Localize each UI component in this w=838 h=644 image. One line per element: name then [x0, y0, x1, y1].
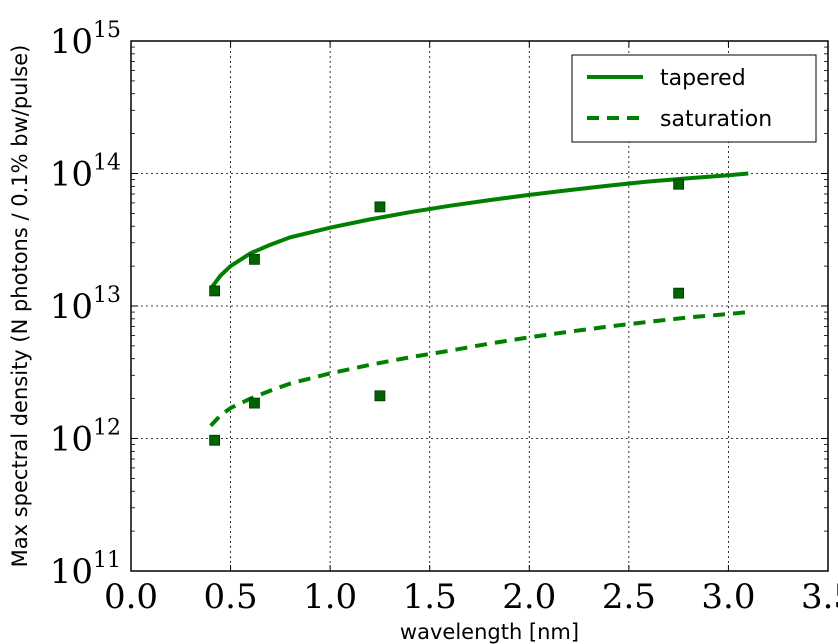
x-tick-label: 1.0	[303, 577, 357, 617]
data-point-marker	[209, 434, 221, 446]
y-tick-label: 1014	[50, 151, 121, 195]
x-tick-label: 1.5	[403, 577, 457, 617]
ticks	[130, 40, 829, 572]
data-markers	[209, 178, 685, 446]
series-lines	[209, 171, 749, 428]
data-point-marker	[249, 397, 260, 409]
y-tick-label: 1011	[50, 548, 121, 592]
y-tick-label-base: 10	[50, 287, 93, 327]
series-line-tapered	[209, 171, 749, 290]
legend: tapered saturation	[571, 54, 817, 143]
x-tick-label: 2.5	[602, 577, 656, 617]
legend-box	[571, 54, 817, 143]
data-point-marker	[249, 253, 260, 265]
y-tick-label-exponent: 15	[93, 18, 121, 43]
grid	[131, 41, 828, 571]
y-tick-label-base: 10	[50, 420, 93, 460]
series-line-saturation	[209, 310, 749, 428]
y-tick-label-exponent: 12	[93, 416, 121, 441]
y-tick-label-exponent: 14	[93, 151, 121, 176]
y-tick-label: 1015	[50, 18, 121, 62]
y-tick-label-base: 10	[50, 552, 93, 592]
y-tick-label-exponent: 11	[93, 548, 121, 573]
y-tick-label: 1013	[50, 283, 121, 327]
tick-labels: 0.00.51.01.52.02.53.03.51011101210131014…	[50, 18, 838, 617]
x-axis-label: wavelength [nm]	[400, 620, 579, 644]
data-point-marker	[374, 390, 386, 402]
x-tick-label: 3.5	[801, 577, 838, 617]
x-tick-label: 3.0	[701, 577, 755, 617]
data-point-marker	[673, 287, 685, 299]
y-tick-label-base: 10	[50, 22, 93, 62]
legend-label-tapered: tapered	[660, 66, 746, 91]
x-tick-label: 2.0	[502, 577, 556, 617]
data-point-marker	[209, 285, 221, 297]
y-tick-label-exponent: 13	[93, 283, 121, 308]
y-tick-label: 1012	[50, 416, 121, 460]
data-point-marker	[374, 201, 386, 213]
data-point-marker	[673, 178, 685, 190]
y-tick-label-base: 10	[50, 155, 93, 195]
legend-label-saturation: saturation	[660, 107, 772, 132]
y-axis-label: Max spectral density (N photons / 0.1% b…	[8, 45, 32, 568]
x-tick-label: 0.5	[204, 577, 258, 617]
x-tick-label: 0.0	[104, 577, 158, 617]
